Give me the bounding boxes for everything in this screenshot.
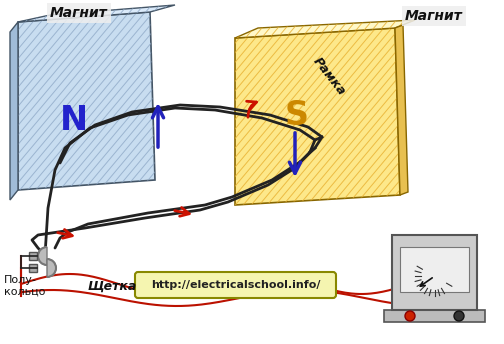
FancyBboxPatch shape [400,247,469,292]
FancyBboxPatch shape [29,264,37,272]
Polygon shape [10,22,18,200]
Text: Магнит: Магнит [50,6,108,20]
FancyBboxPatch shape [29,252,37,260]
Text: Магнит: Магнит [405,9,463,23]
Polygon shape [235,28,400,205]
Text: Щетка: Щетка [88,280,137,293]
Polygon shape [18,5,175,22]
Polygon shape [18,12,155,190]
Text: N: N [60,104,88,137]
Text: S: S [285,99,309,132]
Circle shape [405,311,415,321]
Text: http://electricalschool.info/: http://electricalschool.info/ [151,280,320,290]
Text: Рамка: Рамка [310,55,348,98]
Polygon shape [235,20,415,38]
FancyBboxPatch shape [384,310,485,322]
FancyBboxPatch shape [392,235,477,310]
Polygon shape [47,259,56,277]
Text: Полу-
кольцо: Полу- кольцо [4,275,45,297]
FancyBboxPatch shape [135,272,336,298]
Circle shape [454,311,464,321]
Polygon shape [38,247,47,265]
Polygon shape [395,25,408,195]
